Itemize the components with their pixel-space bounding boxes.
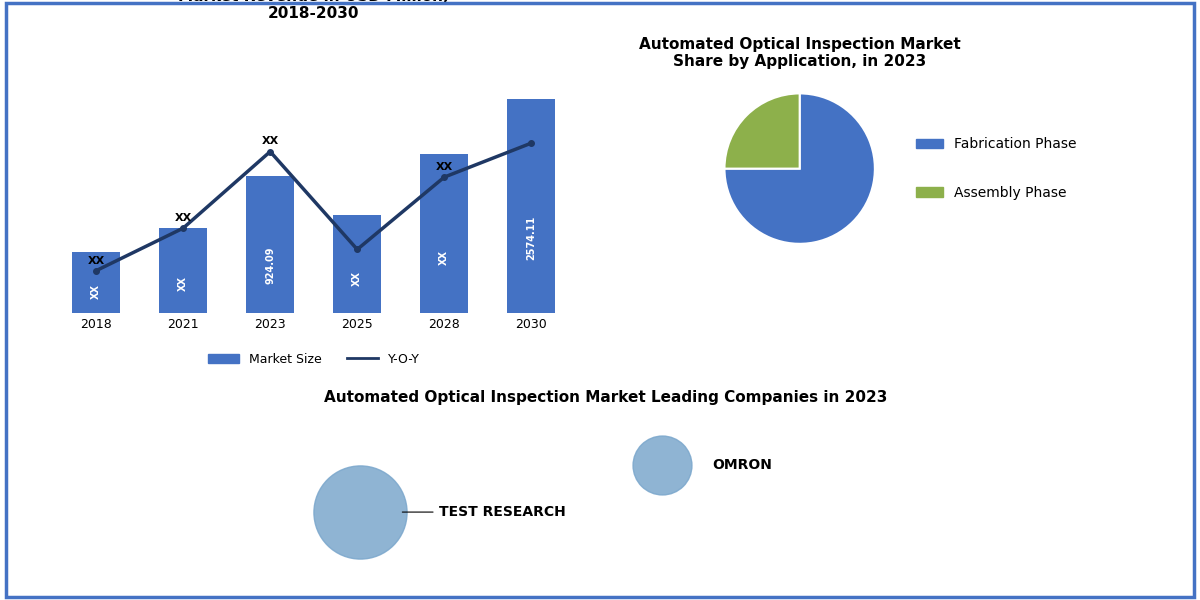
Point — [350, 507, 370, 517]
Text: XX: XX — [91, 284, 101, 299]
Legend: Market Size, Y-O-Y: Market Size, Y-O-Y — [203, 347, 425, 371]
Bar — [420, 154, 468, 313]
Text: XX: XX — [439, 250, 449, 265]
Title: Automated Optical Inspection Market Leading Companies in 2023: Automated Optical Inspection Market Lead… — [324, 389, 888, 404]
Text: OMRON: OMRON — [712, 458, 772, 472]
Title: Automated Optical Inspection Market
Share by Application, in 2023: Automated Optical Inspection Market Shar… — [638, 37, 960, 69]
Bar — [72, 252, 120, 313]
Bar — [508, 99, 556, 313]
Wedge shape — [725, 94, 799, 169]
Text: XX: XX — [178, 276, 188, 291]
Bar — [334, 215, 382, 313]
Bar — [246, 176, 294, 313]
Text: XX: XX — [353, 271, 362, 286]
Text: TEST RESEARCH: TEST RESEARCH — [402, 505, 565, 519]
Text: XX: XX — [88, 256, 104, 266]
Legend: Fabrication Phase, Assembly Phase: Fabrication Phase, Assembly Phase — [910, 131, 1082, 206]
Text: XX: XX — [174, 213, 192, 223]
Wedge shape — [725, 94, 875, 244]
Text: 924.09: 924.09 — [265, 246, 275, 284]
Text: XX: XX — [436, 162, 452, 172]
Point — [653, 460, 672, 470]
Title: Automated Optical Inspection
Market Revenue in USD Million,
2018-2030: Automated Optical Inspection Market Reve… — [179, 0, 449, 22]
Text: 2574.11: 2574.11 — [527, 216, 536, 260]
Text: XX: XX — [262, 136, 278, 146]
Bar — [160, 227, 208, 313]
